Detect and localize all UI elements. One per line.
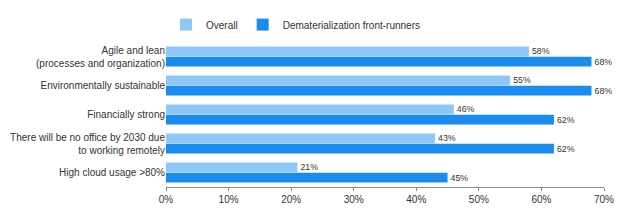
svg-text:68%: 68% — [594, 57, 612, 67]
svg-text:Overall: Overall — [206, 20, 238, 31]
svg-text:Environmentally sustainable: Environmentally sustainable — [40, 80, 165, 91]
svg-text:62%: 62% — [557, 144, 575, 154]
svg-text:70%: 70% — [594, 194, 614, 205]
svg-text:50%: 50% — [469, 194, 489, 205]
svg-text:68%: 68% — [594, 86, 612, 96]
svg-text:21%: 21% — [300, 162, 318, 172]
svg-text:45%: 45% — [451, 173, 469, 183]
svg-text:40%: 40% — [406, 194, 426, 205]
svg-text:62%: 62% — [557, 115, 575, 125]
svg-text:43%: 43% — [438, 133, 456, 143]
svg-text:Agile and lean(processes and o: Agile and lean(processes and organizatio… — [36, 45, 165, 69]
svg-text:46%: 46% — [457, 104, 475, 114]
svg-text:Financially strong: Financially strong — [87, 109, 165, 120]
svg-text:60%: 60% — [531, 194, 551, 205]
svg-text:30%: 30% — [344, 194, 364, 205]
svg-text:20%: 20% — [281, 194, 301, 205]
svg-text:There will be no office by 203: There will be no office by 2030 dueto wo… — [10, 132, 165, 156]
svg-text:0%: 0% — [159, 194, 174, 205]
svg-text:High cloud usage >80%: High cloud usage >80% — [59, 167, 165, 178]
svg-text:55%: 55% — [513, 75, 531, 85]
svg-text:10%: 10% — [219, 194, 239, 205]
svg-text:Dematerialization front-runner: Dematerialization front-runners — [283, 20, 420, 31]
svg-text:58%: 58% — [532, 46, 550, 56]
